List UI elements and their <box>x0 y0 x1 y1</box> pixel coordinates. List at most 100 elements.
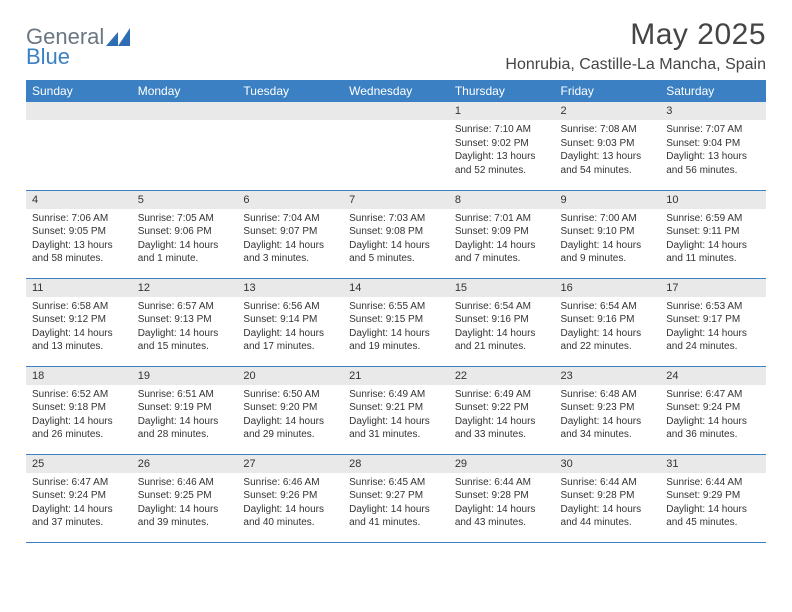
sunrise-line: Sunrise: 6:54 AM <box>455 300 549 314</box>
calendar-cell: 22 Sunrise: 6:49 AMSunset: 9:22 PMDayligh… <box>449 366 555 454</box>
day-body: Sunrise: 7:05 AMSunset: 9:06 PMDaylight:… <box>132 209 238 270</box>
day-number: 30 <box>555 455 661 473</box>
daylight-line: Daylight: 14 hours <box>243 503 337 517</box>
daylight-line: Daylight: 14 hours <box>138 239 232 253</box>
calendar-cell: 7Sunrise: 7:03 AMSunset: 9:08 PMDaylight… <box>343 190 449 278</box>
calendar-cell <box>343 102 449 190</box>
title-block: May 2025 Honrubia, Castille-La Mancha, S… <box>505 18 766 74</box>
day-number-empty <box>132 102 238 120</box>
sunrise-line: Sunrise: 6:57 AM <box>138 300 232 314</box>
daylight-line: and 5 minutes. <box>349 252 443 266</box>
calendar-cell: 13Sunrise: 6:56 AMSunset: 9:14 PMDayligh… <box>237 278 343 366</box>
sunset-line: Sunset: 9:26 PM <box>243 489 337 503</box>
sunset-line: Sunset: 9:15 PM <box>349 313 443 327</box>
daylight-line: Daylight: 14 hours <box>349 415 443 429</box>
sunset-line: Sunset: 9:13 PM <box>138 313 232 327</box>
day-body: Sunrise: 6:46 AMSunset: 9:26 PMDaylight:… <box>237 473 343 534</box>
calendar-cell: 12Sunrise: 6:57 AMSunset: 9:13 PMDayligh… <box>132 278 238 366</box>
calendar-cell <box>132 102 238 190</box>
daylight-line: Daylight: 13 hours <box>561 150 655 164</box>
sunrise-line: Sunrise: 6:51 AM <box>138 388 232 402</box>
sunrise-line: Sunrise: 6:46 AM <box>243 476 337 490</box>
day-body: Sunrise: 6:44 AMSunset: 9:28 PMDaylight:… <box>449 473 555 534</box>
day-number: 18 <box>26 367 132 385</box>
day-number: 21 <box>343 367 449 385</box>
daylight-line: and 45 minutes. <box>666 516 760 530</box>
day-body: Sunrise: 6:44 AMSunset: 9:29 PMDaylight:… <box>660 473 766 534</box>
daylight-line: Daylight: 14 hours <box>455 415 549 429</box>
sunrise-line: Sunrise: 6:58 AM <box>32 300 126 314</box>
sunrise-line: Sunrise: 7:10 AM <box>455 123 549 137</box>
sunrise-line: Sunrise: 7:01 AM <box>455 212 549 226</box>
calendar-cell: 10Sunrise: 6:59 AMSunset: 9:11 PMDayligh… <box>660 190 766 278</box>
day-number: 22 <box>449 367 555 385</box>
day-number: 7 <box>343 191 449 209</box>
sunrise-line: Sunrise: 6:48 AM <box>561 388 655 402</box>
day-body: Sunrise: 6:54 AMSunset: 9:16 PMDaylight:… <box>449 297 555 358</box>
day-number: 23 <box>555 367 661 385</box>
day-number: 11 <box>26 279 132 297</box>
calendar-body: 1Sunrise: 7:10 AMSunset: 9:02 PMDaylight… <box>26 102 766 542</box>
daylight-line: and 31 minutes. <box>349 428 443 442</box>
daylight-line: and 19 minutes. <box>349 340 443 354</box>
sunset-line: Sunset: 9:07 PM <box>243 225 337 239</box>
calendar-cell: 3Sunrise: 7:07 AMSunset: 9:04 PMDaylight… <box>660 102 766 190</box>
sunrise-line: Sunrise: 6:44 AM <box>666 476 760 490</box>
day-body: Sunrise: 7:10 AMSunset: 9:02 PMDaylight:… <box>449 120 555 181</box>
calendar-head: SundayMondayTuesdayWednesdayThursdayFrid… <box>26 80 766 102</box>
sunset-line: Sunset: 9:20 PM <box>243 401 337 415</box>
daylight-line: and 52 minutes. <box>455 164 549 178</box>
day-number: 27 <box>237 455 343 473</box>
logo-text-blue: Blue <box>26 44 70 69</box>
daylight-line: Daylight: 14 hours <box>561 503 655 517</box>
daylight-line: Daylight: 14 hours <box>243 415 337 429</box>
day-number: 4 <box>26 191 132 209</box>
day-body: Sunrise: 7:01 AMSunset: 9:09 PMDaylight:… <box>449 209 555 270</box>
calendar-cell: 29Sunrise: 6:44 AMSunset: 9:28 PMDayligh… <box>449 454 555 542</box>
day-number: 31 <box>660 455 766 473</box>
day-body: Sunrise: 6:49 AMSunset: 9:21 PMDaylight:… <box>343 385 449 446</box>
daylight-line: and 1 minute. <box>138 252 232 266</box>
sunset-line: Sunset: 9:09 PM <box>455 225 549 239</box>
daylight-line: Daylight: 14 hours <box>666 239 760 253</box>
sunset-line: Sunset: 9:06 PM <box>138 225 232 239</box>
daylight-line: Daylight: 14 hours <box>455 239 549 253</box>
sunset-line: Sunset: 9:17 PM <box>666 313 760 327</box>
day-number: 15 <box>449 279 555 297</box>
day-number: 5 <box>132 191 238 209</box>
daylight-line: and 24 minutes. <box>666 340 760 354</box>
sunset-line: Sunset: 9:22 PM <box>455 401 549 415</box>
daylight-line: and 58 minutes. <box>32 252 126 266</box>
daylight-line: and 26 minutes. <box>32 428 126 442</box>
sunrise-line: Sunrise: 6:49 AM <box>349 388 443 402</box>
calendar-cell: 30Sunrise: 6:44 AMSunset: 9:28 PMDayligh… <box>555 454 661 542</box>
daylight-line: and 29 minutes. <box>243 428 337 442</box>
sunrise-line: Sunrise: 6:49 AM <box>455 388 549 402</box>
calendar-cell: 25Sunrise: 6:47 AMSunset: 9:24 PMDayligh… <box>26 454 132 542</box>
daylight-line: and 36 minutes. <box>666 428 760 442</box>
daylight-line: and 11 minutes. <box>666 252 760 266</box>
daylight-line: Daylight: 14 hours <box>349 503 443 517</box>
daylight-line: and 22 minutes. <box>561 340 655 354</box>
sunrise-line: Sunrise: 6:59 AM <box>666 212 760 226</box>
daylight-line: Daylight: 14 hours <box>243 327 337 341</box>
weekday-header: Thursday <box>449 80 555 102</box>
sunrise-line: Sunrise: 6:54 AM <box>561 300 655 314</box>
calendar-cell: 1Sunrise: 7:10 AMSunset: 9:02 PMDaylight… <box>449 102 555 190</box>
daylight-line: Daylight: 14 hours <box>138 327 232 341</box>
sunset-line: Sunset: 9:04 PM <box>666 137 760 151</box>
daylight-line: Daylight: 14 hours <box>561 327 655 341</box>
sunrise-line: Sunrise: 6:44 AM <box>561 476 655 490</box>
calendar-cell: 11Sunrise: 6:58 AMSunset: 9:12 PMDayligh… <box>26 278 132 366</box>
calendar-cell: 31Sunrise: 6:44 AMSunset: 9:29 PMDayligh… <box>660 454 766 542</box>
sunset-line: Sunset: 9:28 PM <box>455 489 549 503</box>
calendar-cell: 15Sunrise: 6:54 AMSunset: 9:16 PMDayligh… <box>449 278 555 366</box>
day-body: Sunrise: 7:03 AMSunset: 9:08 PMDaylight:… <box>343 209 449 270</box>
day-number: 1 <box>449 102 555 120</box>
calendar-cell: 6Sunrise: 7:04 AMSunset: 9:07 PMDaylight… <box>237 190 343 278</box>
daylight-line: Daylight: 14 hours <box>455 503 549 517</box>
day-number: 14 <box>343 279 449 297</box>
day-body: Sunrise: 6:45 AMSunset: 9:27 PMDaylight:… <box>343 473 449 534</box>
day-body: Sunrise: 6:57 AMSunset: 9:13 PMDaylight:… <box>132 297 238 358</box>
day-body: Sunrise: 6:54 AMSunset: 9:16 PMDaylight:… <box>555 297 661 358</box>
